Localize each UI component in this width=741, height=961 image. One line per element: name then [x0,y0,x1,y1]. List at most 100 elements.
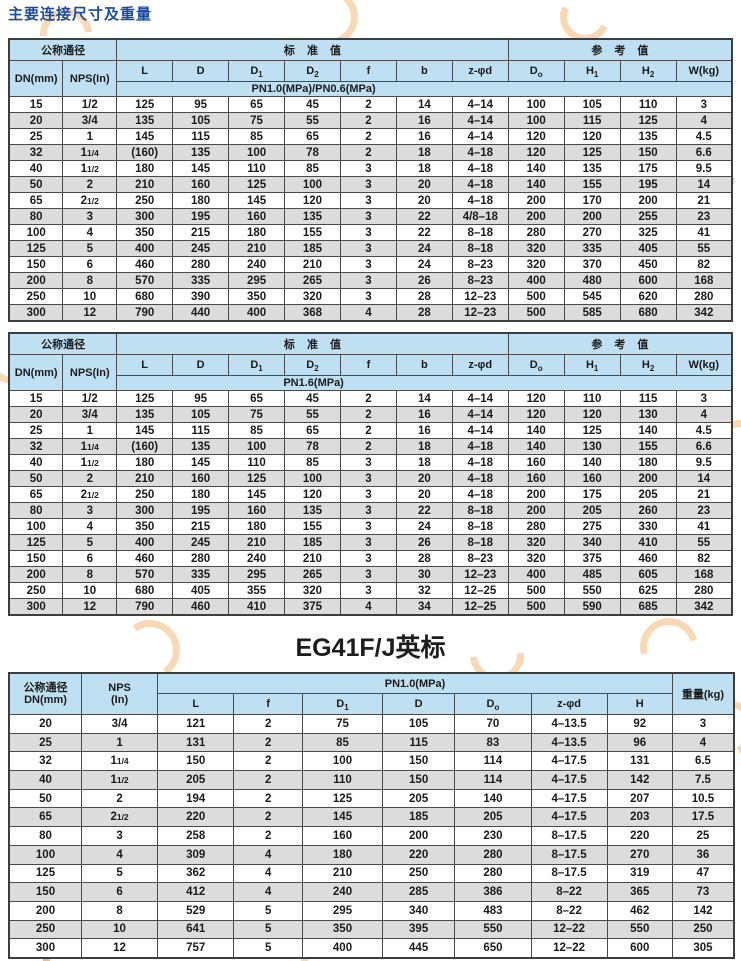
data-cell: 350 [228,288,285,305]
data-cell: 3 [339,518,397,535]
data-cell: 75 [302,714,383,734]
data-cell: 25 [8,422,64,439]
data-cell: 500 [507,288,565,305]
header-cell: z-φd [530,693,608,715]
data-cell: 2 [339,144,397,161]
data-cell: 280 [675,288,733,305]
data-cell: 11/2 [62,160,118,177]
data-cell: 100 [284,176,341,193]
data-cell: 5 [80,863,159,884]
data-cell: 10 [80,919,159,940]
data-cell: 320 [284,288,341,305]
header-cell: D2 [284,354,341,376]
data-cell: 4–17.5 [530,751,608,772]
pn-rating-cell: PN1.0(MPa) [157,672,673,694]
data-cell: 300 [8,598,64,616]
data-cell: 210 [284,256,341,273]
data-cell: 12–25 [451,582,509,599]
table-row: 65 21/2 220 2 145 185 205 4–17.5 203 17.5 [8,807,735,828]
data-cell: 335 [172,566,230,583]
data-cell: 175 [563,486,621,503]
header-cell: H1 [563,354,621,376]
table-row: 15 1/2 125 95 65 45 2 14 4–14 100 105 110 3 [8,96,733,113]
data-cell: 3 [62,502,118,519]
data-cell: 125 [228,176,285,193]
data-cell: 258 [157,826,235,846]
data-cell: 245 [172,240,230,257]
data-cell: 4 [671,732,735,753]
table-row: 50 2 210 160 125 100 3 20 4–18 160 160 200 14 [8,470,733,487]
data-cell: 7.5 [671,770,735,790]
header-pn-row: PN1.0(MPa)/PN0.6(MPa) [9,81,733,97]
data-cell: 2 [233,826,304,846]
data-cell: 23 [675,208,733,225]
section-title-eg41fj: EG41F/J英标 [295,634,446,662]
data-cell: 4 [233,863,304,884]
data-cell: 125 [228,470,285,487]
data-cell: 335 [563,240,621,257]
data-cell: 17.5 [671,807,735,828]
data-cell: 80 [8,502,64,519]
table-row: 32 11/4 (160) 135 100 78 2 18 4–18 140 130 155 6.6 [8,438,733,455]
header-cell: b [395,60,453,82]
data-cell: 150 [8,550,64,567]
data-cell: 50 [8,788,82,809]
data-cell: 220 [606,826,673,846]
data-cell: 8 [62,272,118,289]
data-cell: 8–23 [451,550,509,567]
data-cell: 280 [675,582,733,599]
data-cell: 150 [8,882,82,902]
data-cell: 625 [619,582,677,599]
data-cell: 41 [675,518,733,535]
data-cell: 24 [395,518,453,535]
data-cell: 8–23 [451,256,509,273]
data-cell: 285 [381,882,456,902]
data-cell: 140 [507,422,565,439]
data-cell: 85 [302,732,383,753]
data-cell: 3/4 [62,406,118,423]
data-cell: 4–14 [451,406,509,423]
data-cell: 155 [284,224,341,241]
data-cell: 570 [116,566,174,583]
data-cell: 28 [395,288,453,305]
header-cell: NPS(In) [62,60,118,97]
data-cell: 20 [395,470,453,487]
data-cell: 100 [507,96,565,113]
data-cell: 4 [675,406,733,423]
header-group-cell: 公称通径 [8,38,118,61]
data-cell: 368 [284,304,341,322]
header-cell: f [339,354,397,376]
data-cell: 130 [619,406,677,423]
data-cell: 641 [157,919,235,940]
data-cell: 195 [619,176,677,193]
data-cell: 4 [233,882,304,902]
data-cell: 120 [563,406,621,423]
data-cell: 180 [116,160,174,177]
data-cell: 280 [454,863,532,884]
data-cell: 375 [563,550,621,567]
header-cell: D1 [228,60,285,82]
data-cell: 650 [454,938,532,959]
data-cell: 95 [172,390,230,407]
data-cell: 168 [675,566,733,583]
data-cell: 160 [563,470,621,487]
data-cell: 25 [671,826,735,846]
table-row: 50 2 210 160 125 100 3 20 4–18 140 155 195 14 [8,176,733,193]
data-cell: 130 [563,438,621,455]
data-cell: 2 [233,807,304,828]
data-cell: 114 [454,751,532,772]
data-cell: 28 [395,304,453,322]
data-cell: 4–14 [451,422,509,439]
data-cell: 65 [228,96,285,113]
data-cell: 160 [228,208,285,225]
data-cell: 12–23 [451,566,509,583]
data-cell: 115 [563,112,621,129]
data-cell: 105 [563,96,621,113]
header-cell: Do [507,60,565,82]
data-cell: 445 [381,938,456,959]
data-cell: 65 [284,422,341,439]
data-cell: 320 [284,582,341,599]
data-cell: 65 [8,807,82,828]
data-cell: 350 [116,224,174,241]
data-cell: 545 [563,288,621,305]
